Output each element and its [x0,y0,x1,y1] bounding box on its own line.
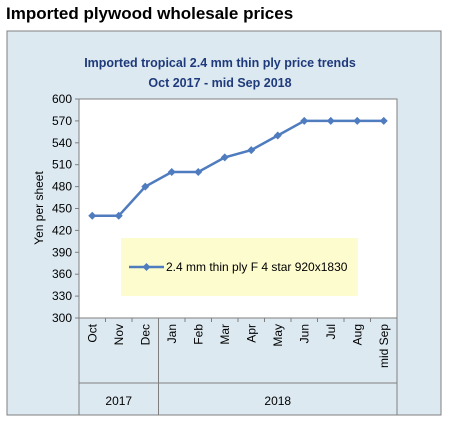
data-point [88,211,97,220]
data-point [326,116,335,125]
data-point [247,146,256,155]
y-tick-label: 480 [52,180,72,194]
x-tick-label: Jul [324,324,338,339]
year-label: 2018 [264,394,291,408]
page-title: Imported plywood wholesale prices [6,4,294,23]
series-line [92,119,384,218]
x-tick-label: Nov [112,324,126,345]
legend-label: 2.4 mm thin ply F 4 star 920x1830 [166,260,348,274]
data-point [141,182,150,191]
data-point [379,116,388,125]
x-tick-label: May [271,324,285,347]
y-tick-label: 360 [52,267,72,281]
x-tick-label: mid Sep [377,324,391,368]
data-point [167,168,176,176]
y-tick-label: 570 [52,114,72,128]
x-tick-label: Apr [244,324,258,343]
y-tick-label: 300 [52,311,72,325]
data-point [300,116,309,125]
year-group-axis: 2017 2018 [78,318,398,415]
y-tick-label: 420 [52,223,72,237]
x-tick-labels: Oct Nov Dec Jan Feb Mar Apr May Jun Jul Aug mid Sep [78,318,398,368]
chart-title: Imported tropical 2.4 mm thin ply price … [84,56,356,70]
data-point [114,211,123,220]
y-tick-label: 330 [52,289,72,303]
y-tick-labels: 300 330 360 390 420 450 480 510 540 570 600 [52,92,79,325]
series-group [88,116,388,220]
year-label: 2017 [105,394,132,408]
data-point [353,116,362,125]
x-tick-label: Oct [85,323,99,342]
y-axis-label: Yen per sheet [32,171,46,245]
x-tick-label: Aug [350,324,364,345]
chart-subtitle: Oct 2017 - mid Sep 2018 [148,76,291,90]
data-point [194,168,203,176]
y-tick-label: 390 [52,245,72,259]
x-tick-label: Feb [191,324,205,345]
data-point [220,153,229,162]
x-tick-label: Dec [138,324,152,345]
x-tick-label: Mar [218,324,232,345]
data-point [273,131,282,140]
legend-diamond-marker [142,263,151,271]
legend: 2.4 mm thin ply F 4 star 920x1830 [121,238,358,296]
y-tick-label: 540 [52,136,72,150]
x-tick-label: Jan [165,324,179,343]
y-tick-label: 600 [52,92,72,106]
x-tick-label: Jun [297,324,311,343]
y-tick-label: 450 [52,202,72,216]
y-tick-label: 510 [52,158,72,172]
